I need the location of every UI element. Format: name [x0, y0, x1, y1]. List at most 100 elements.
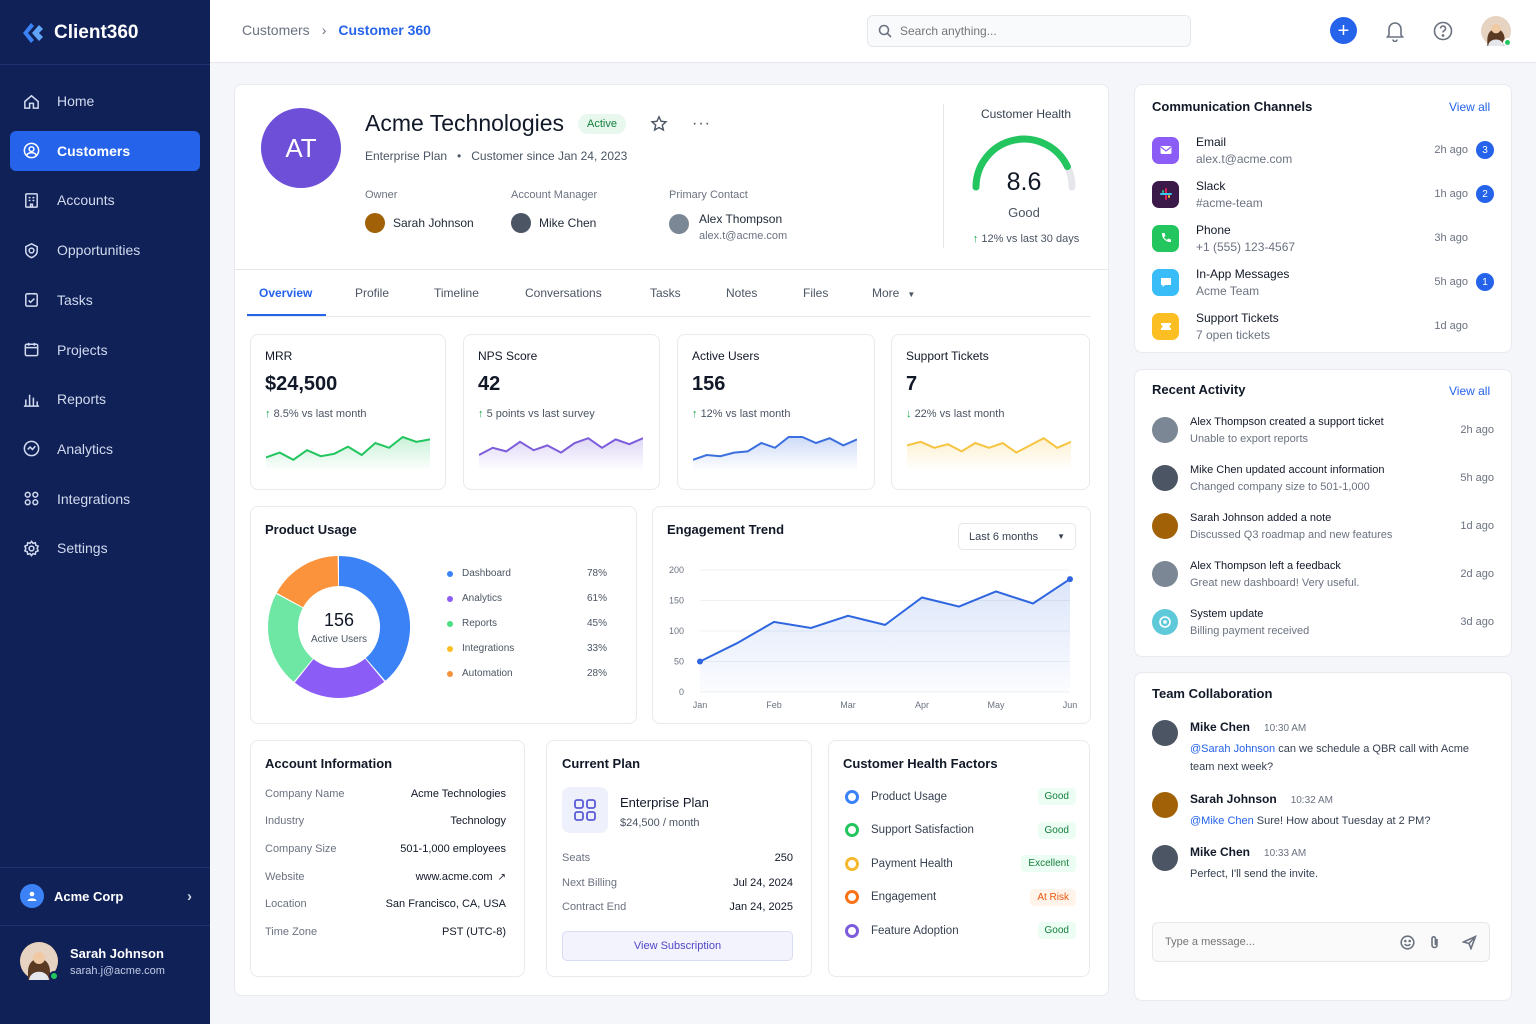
channels-view-all-link[interactable]: View all	[1449, 100, 1491, 114]
topbar: Customers › Customer 360 +	[210, 0, 1536, 63]
current-user[interactable]: Sarah Johnson sarah.j@acme.com	[20, 942, 165, 981]
metric-value: 156	[692, 373, 726, 395]
unread-count-badge: 3	[1476, 141, 1494, 159]
search-input[interactable]	[900, 24, 1170, 38]
bell-icon[interactable]	[1385, 20, 1405, 42]
activity-view-all-link[interactable]: View all	[1449, 384, 1491, 398]
sparkline-line	[266, 435, 430, 461]
sidebar-item-customers[interactable]: Customers	[10, 130, 200, 171]
tab-timeline[interactable]: Timeline	[434, 286, 479, 300]
tab-conversations[interactable]: Conversations	[525, 286, 602, 300]
activity-item[interactable]: System update Billing payment received 3d …	[1152, 598, 1494, 646]
account-info-title: Account Information	[265, 756, 393, 771]
attachment-icon[interactable]	[1427, 935, 1442, 950]
sidebar-item-home[interactable]: Home	[10, 81, 200, 121]
activity-item[interactable]: Alex Thompson created a support ticket Un…	[1152, 406, 1494, 454]
message-text: can we schedule a QBR call with Acme tea…	[1190, 743, 1469, 773]
org-switcher[interactable]: Acme Corp ›	[20, 882, 192, 910]
primary-contact[interactable]: Alex Thompson alex.t@acme.com	[669, 212, 787, 242]
info-value: Acme Technologies	[411, 788, 506, 800]
sidebar-item-accounts[interactable]: Accounts	[10, 180, 200, 220]
plan-value: Jan 24, 2025	[729, 901, 793, 914]
sidebar-item-projects[interactable]: Projects	[10, 330, 200, 370]
channel-row-slack[interactable]: Slack #acme-team 1h ago 2	[1152, 172, 1494, 216]
app-logo[interactable]: Client360	[20, 20, 138, 46]
channel-row-in-app-messages[interactable]: In-App Messages Acme Team 5h ago 1	[1152, 260, 1494, 304]
range-select[interactable]: Last 6 months ▼	[958, 523, 1076, 550]
user-mention[interactable]: @Sarah Johnson	[1190, 743, 1276, 755]
avatar	[1152, 845, 1178, 871]
active-tab-indicator	[247, 314, 326, 316]
separator-dot: •	[457, 149, 462, 163]
gear-icon	[23, 539, 40, 557]
tab-tasks[interactable]: Tasks	[650, 286, 681, 300]
sidebar-divider	[0, 64, 210, 65]
account-manager[interactable]: Mike Chen	[511, 213, 596, 233]
profile-avatar[interactable]	[1481, 16, 1512, 47]
breadcrumb-customers[interactable]: Customers	[242, 22, 310, 38]
owner[interactable]: Sarah Johnson	[365, 213, 474, 233]
view-subscription-button[interactable]: View Subscription	[562, 931, 793, 961]
activity-title: Mike Chen updated account information	[1190, 463, 1385, 476]
metric-sparkline	[907, 437, 1071, 471]
factor-status-badge: Good	[1037, 922, 1076, 940]
sidebar-item-opportunities[interactable]: Opportunities	[10, 230, 200, 270]
metric-change-text: 22% vs last month	[914, 408, 1005, 420]
contact-name: Alex Thompson	[699, 212, 783, 226]
search-box[interactable]	[867, 15, 1191, 47]
legend-label: Reports	[462, 618, 498, 629]
sidebar-item-tasks[interactable]: Tasks	[10, 280, 200, 320]
tab-label: More	[872, 286, 900, 300]
metric-change: ↑ 5 points vs last survey	[478, 408, 595, 420]
avatar	[1152, 720, 1178, 746]
message-input[interactable]	[1165, 936, 1388, 948]
message-header: Mike Chen 10:30 AM	[1190, 720, 1490, 734]
send-icon[interactable]	[1462, 934, 1477, 950]
manager-label: Account Manager	[511, 189, 598, 201]
metric-value: 7	[906, 373, 918, 395]
metric-content: Support Tickets 7 ↓ 22% vs last month	[906, 349, 1004, 420]
tab-overview[interactable]: Overview	[259, 286, 312, 300]
unread-count-badge: 2	[1476, 185, 1494, 203]
avatar	[1152, 417, 1178, 443]
user-mention[interactable]: @Mike Chen	[1190, 815, 1254, 827]
sidebar-item-analytics[interactable]: Analytics	[10, 429, 200, 469]
chat-icon	[1152, 268, 1179, 296]
plan-row: Contract End Jan 24, 2025	[562, 895, 793, 920]
sidebar-item-label: Integrations	[57, 490, 131, 507]
metric-change-text: 12% vs last month	[700, 408, 791, 420]
channel-row-phone[interactable]: Phone +1 (555) 123-4567 3h ago	[1152, 216, 1494, 260]
factor-indicator-icon	[845, 823, 859, 838]
metric-change-text: 8.5% vs last month	[273, 408, 367, 420]
activity-item[interactable]: Alex Thompson left a feedback Great new d…	[1152, 550, 1494, 598]
sidebar-item-reports[interactable]: Reports	[10, 379, 200, 419]
recent-activity-card	[1134, 369, 1512, 657]
activity-item[interactable]: Sarah Johnson added a note Discussed Q3 r…	[1152, 502, 1494, 550]
x-tick-label: Jan	[693, 700, 708, 710]
help-icon[interactable]	[1433, 21, 1453, 41]
legend-value: 45%	[586, 618, 607, 629]
tab-files[interactable]: Files	[803, 286, 828, 300]
emoji-icon[interactable]	[1400, 934, 1415, 950]
sparkline-area	[693, 437, 857, 471]
y-tick-label: 0	[679, 687, 684, 697]
sidebar-item-settings[interactable]: Settings	[10, 528, 200, 568]
owner-label: Owner	[365, 189, 398, 201]
activity-item[interactable]: Mike Chen updated account information Cha…	[1152, 454, 1494, 502]
channel-row-email[interactable]: Email alex.t@acme.com 2h ago 3	[1152, 128, 1494, 172]
x-tick-label: Mar	[840, 700, 856, 710]
create-button[interactable]: +	[1330, 17, 1357, 44]
website-link[interactable]: www.acme.com ↗	[416, 871, 506, 883]
tab-profile[interactable]: Profile	[355, 286, 389, 300]
more-options-icon[interactable]: ···	[692, 114, 711, 132]
building-icon	[25, 192, 38, 208]
star-icon[interactable]	[650, 114, 668, 133]
channel-name: In-App Messages	[1196, 266, 1290, 281]
tab-label: Files	[803, 286, 829, 300]
tab-more[interactable]: More ▼	[872, 286, 915, 300]
channel-row-support-tickets[interactable]: Support Tickets 7 open tickets 1d ago	[1152, 304, 1494, 348]
divider	[247, 316, 1090, 317]
channels-card	[1134, 84, 1512, 353]
sidebar-item-integrations[interactable]: Integrations	[10, 479, 200, 519]
tab-notes[interactable]: Notes	[726, 286, 757, 300]
